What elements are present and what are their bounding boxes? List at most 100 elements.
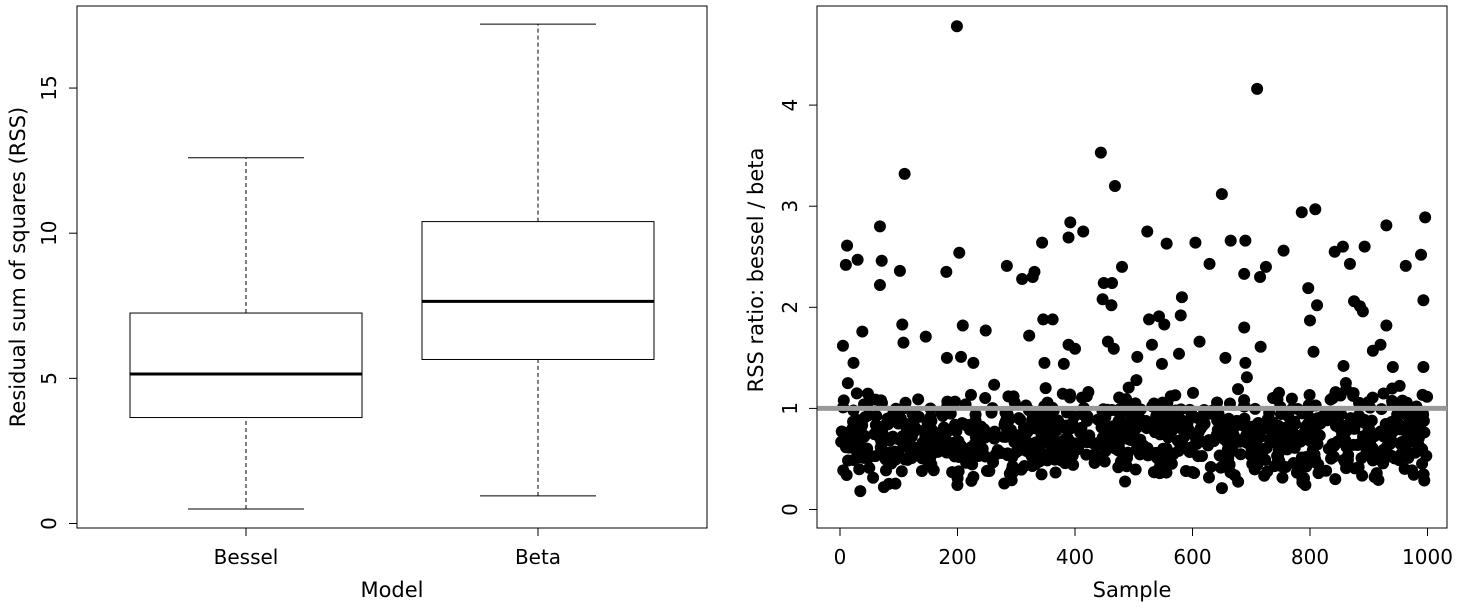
scatter-point xyxy=(1162,423,1175,436)
scatter-point xyxy=(1279,441,1292,454)
scatter-point xyxy=(979,392,992,405)
scatter-point xyxy=(864,450,877,463)
boxplot-y-axis: 0 5 10 15 xyxy=(37,75,78,530)
scatter-point xyxy=(1251,82,1264,95)
x-tick-label: 600 xyxy=(1173,545,1211,569)
scatter-point xyxy=(1419,211,1432,224)
scatter-point xyxy=(1074,426,1087,439)
scatter-point xyxy=(1277,244,1290,257)
scatter-point xyxy=(1108,179,1121,192)
scatter-point xyxy=(989,448,1002,461)
scatter-point xyxy=(1295,206,1308,219)
scatter-point xyxy=(1221,443,1234,456)
scatter-point xyxy=(969,408,982,421)
scatter-point xyxy=(1030,441,1043,454)
scatter-point xyxy=(979,324,992,337)
box-bessel xyxy=(129,157,363,510)
scatter-point xyxy=(1039,382,1052,395)
scatter-point xyxy=(1254,340,1267,353)
scatter-point xyxy=(1219,351,1232,364)
scatter-point xyxy=(1211,396,1224,409)
scatter-point xyxy=(1193,335,1206,348)
scatter-point xyxy=(1303,388,1316,401)
scatter-point xyxy=(1398,462,1411,475)
scatter-point xyxy=(1250,419,1263,432)
scatter-point xyxy=(1186,465,1199,478)
scatter-point xyxy=(850,444,863,457)
scatter-point xyxy=(988,378,1001,391)
scatter-point xyxy=(1080,390,1093,403)
scatter-panel: 0 1 2 3 4 0 200 400 600 800 1000 Sample RSS ratio… xyxy=(744,5,1453,602)
scatter-point xyxy=(1285,392,1298,405)
scatter-point xyxy=(856,325,869,338)
scatter-point xyxy=(1094,146,1107,159)
scatter-point xyxy=(955,350,968,363)
scatter-point xyxy=(1130,374,1143,387)
scatter-point xyxy=(1380,219,1393,232)
scatter-point xyxy=(1218,433,1231,446)
scatter-point xyxy=(1212,408,1225,421)
boxplot-panel: 0 5 10 15 Bessel Beta Model Residual sum of … xyxy=(6,5,708,602)
scatter-point xyxy=(1383,438,1396,451)
boxplot-boxes xyxy=(129,23,655,510)
scatter-point xyxy=(1204,460,1217,473)
scatter-point xyxy=(1276,471,1289,484)
scatter-point xyxy=(1064,388,1077,401)
y-tick-label: 3 xyxy=(778,200,802,213)
scatter-point xyxy=(1000,415,1013,428)
scatter-point xyxy=(1328,245,1341,258)
scatter-point xyxy=(1202,471,1215,484)
scatter-point xyxy=(1000,259,1013,272)
scatter-point xyxy=(1356,305,1369,318)
scatter-point xyxy=(1417,294,1430,307)
scatter-point xyxy=(1358,413,1371,426)
scatter-point xyxy=(952,435,965,448)
scatter-point xyxy=(1325,409,1338,422)
y-tick-label: 0 xyxy=(778,503,802,516)
scatter-point xyxy=(1111,439,1124,452)
scatter-point xyxy=(1046,313,1059,326)
scatter-point xyxy=(1329,473,1342,486)
scatter-point xyxy=(1340,424,1353,437)
scatter-point xyxy=(1036,236,1049,249)
scatter-point xyxy=(1003,467,1016,480)
scatter-point xyxy=(874,441,887,454)
scatter-x-axis: 0 200 400 600 800 1000 xyxy=(834,527,1453,569)
scatter-point xyxy=(1349,462,1362,475)
scatter-point xyxy=(853,463,866,476)
scatter-point xyxy=(842,454,855,467)
scatter-point xyxy=(1386,426,1399,439)
y-tick-label: 1 xyxy=(778,402,802,415)
scatter-point xyxy=(969,431,982,444)
scatter-point xyxy=(1342,449,1355,462)
scatter-point xyxy=(925,414,938,427)
scatter-point xyxy=(1064,216,1077,229)
scatter-point xyxy=(1252,447,1265,460)
scatter-point xyxy=(962,419,975,432)
scatter-point xyxy=(1260,441,1273,454)
scatter-point xyxy=(1091,450,1104,463)
x-tick-label: Beta xyxy=(515,545,561,569)
scatter-point xyxy=(1107,342,1120,355)
boxplot-x-axis-title: Model xyxy=(360,578,423,602)
scatter-point xyxy=(1386,360,1399,373)
scatter-point xyxy=(1215,188,1228,201)
scatter-point xyxy=(1141,225,1154,238)
scatter-point xyxy=(1122,381,1135,394)
scatter-point xyxy=(840,469,853,482)
scatter-point xyxy=(1037,313,1050,326)
scatter-point xyxy=(1272,448,1285,461)
scatter-point xyxy=(859,411,872,424)
scatter-point xyxy=(877,481,890,494)
scatter-point xyxy=(921,431,934,444)
scatter-point xyxy=(1203,257,1216,270)
scatter-point xyxy=(1238,267,1251,280)
scatter-point xyxy=(889,477,902,490)
scatter-point xyxy=(1143,313,1156,326)
scatter-point xyxy=(1053,436,1066,449)
scatter-point xyxy=(967,470,980,483)
scatter-point xyxy=(1306,436,1319,449)
scatter-point xyxy=(841,377,854,390)
scatter-point xyxy=(847,356,860,369)
scatter-point xyxy=(1243,434,1256,447)
